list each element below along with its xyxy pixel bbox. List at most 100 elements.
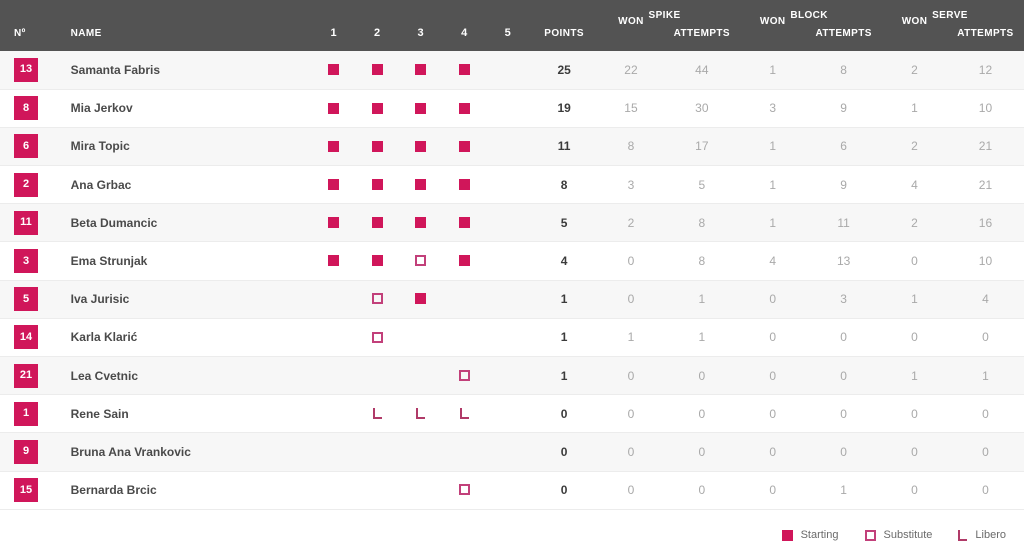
points-cell: 0 [529,394,599,434]
player-name-cell[interactable]: Karla Klarić [50,318,312,358]
player-name-cell[interactable]: Iva Jurisic [50,280,312,319]
spike-attempts-cell: 30 [663,89,741,128]
points-cell: 4 [529,241,599,281]
header-serve-won[interactable]: SERVE WON [882,0,968,51]
player-number-cell: 9 [0,432,51,472]
serve-attempts-cell: 16 [946,203,1024,243]
player-number-badge: 14 [14,325,38,350]
set-3-cell [399,432,443,472]
player-name-cell[interactable]: Ana Grbac [50,165,312,205]
header-serve-attempts[interactable]: ATTEMPTS [957,28,1014,39]
legend-item-starting: Starting [781,529,839,541]
serve-attempts-cell: 0 [946,432,1024,472]
player-name-cell[interactable]: Beta Dumancic [50,203,312,243]
block-attempts-cell: 0 [805,318,883,358]
legend-label-starting: Starting [800,529,839,541]
set-2-cell [355,432,400,472]
header-set-3[interactable]: 3 [417,27,425,39]
starting-marker-icon [458,217,470,229]
table-row[interactable]: 14 Karla Klarić 1 1 1 0 0 0 0 [0,318,1024,358]
set-4-cell [442,89,487,128]
points-cell: 1 [529,280,599,319]
player-number-badge: 8 [14,96,38,121]
starting-marker-icon [415,217,427,229]
set-4-cell [442,432,487,472]
set-4-cell [442,394,487,434]
table-row[interactable]: 3 Ema Strunjak 4 0 8 4 13 0 10 [0,241,1024,281]
block-attempts-cell: 8 [805,51,883,90]
table-row[interactable]: 6 Mira Topic 11 8 17 1 6 2 21 [0,127,1024,167]
set-4-cell [442,318,487,358]
set-5-cell [486,89,530,128]
serve-won-cell: 1 [882,280,947,319]
spike-won-cell: 8 [598,127,664,167]
table-row[interactable]: 1 Rene Sain 0 0 0 0 0 0 0 [0,394,1024,434]
player-name-cell[interactable]: Bruna Ana Vrankovic [50,432,312,472]
table-row[interactable]: 9 Bruna Ana Vrankovic 0 0 0 0 0 0 0 [0,432,1024,472]
player-name-cell[interactable]: Mia Jerkov [50,89,312,128]
player-name-cell[interactable]: Lea Cvetnic [50,356,312,396]
starting-marker-icon [328,255,340,267]
header-set-4[interactable]: 4 [461,27,468,39]
set-3-cell [399,471,443,510]
player-name-cell[interactable]: Samanta Fabris [50,51,312,90]
spike-won-cell: 0 [598,280,664,319]
header-block-attempts[interactable]: ATTEMPTS [815,28,872,39]
block-won-cell: 0 [740,280,806,319]
substitute-marker-icon [371,331,383,343]
player-name-cell[interactable]: Bernarda Brcic [50,471,312,510]
set-1-cell [311,241,356,281]
set-1-cell [311,318,356,358]
starting-marker-icon [458,64,470,76]
header-set-5[interactable]: 5 [504,27,512,39]
legend: Starting Substitute Libero [781,529,1006,541]
points-cell: 5 [529,203,599,243]
set-2-cell [355,165,400,205]
set-3-cell [399,280,443,319]
header-block-won[interactable]: BLOCK WON [740,0,828,51]
serve-attempts-cell: 21 [946,165,1024,205]
header-set-2[interactable]: 2 [374,27,381,39]
set-4-cell [442,203,487,243]
table-row[interactable]: 8 Mia Jerkov 19 15 30 3 9 1 10 [0,89,1024,128]
player-name-cell[interactable]: Ema Strunjak [50,241,312,281]
block-attempts-cell: 6 [805,127,883,167]
table-body: 13 Samanta Fabris 25 22 44 1 8 2 12 8 Mia Jerkov 19… [0,51,1024,510]
player-number-cell: 13 [0,51,51,90]
starting-marker-icon [415,178,427,190]
spike-attempts-cell: 0 [663,471,741,510]
table-row[interactable]: 2 Ana Grbac 8 3 5 1 9 4 21 [0,165,1024,205]
player-name-cell[interactable]: Rene Sain [50,394,312,434]
starting-marker-icon [371,64,383,76]
set-2-cell [355,356,400,396]
set-3-cell [399,127,443,167]
table-row[interactable]: 5 Iva Jurisic 1 0 1 0 3 1 4 [0,280,1024,319]
header-set-1[interactable]: 1 [330,27,337,39]
block-won-cell: 0 [740,432,806,472]
serve-won-cell: 0 [882,241,947,281]
header-points[interactable]: POINTS [544,28,584,39]
player-number-cell: 11 [0,203,51,243]
points-cell: 0 [529,471,599,510]
block-won-cell: 0 [740,471,806,510]
player-name-cell[interactable]: Mira Topic [50,127,312,167]
spike-attempts-cell: 1 [663,318,741,358]
player-number-cell: 15 [0,471,51,510]
set-4-cell [442,241,487,281]
table-row[interactable]: 13 Samanta Fabris 25 22 44 1 8 2 12 [0,51,1024,90]
header-spike-won[interactable]: SPIKE WON [599,0,680,51]
serve-attempts-cell: 10 [946,89,1024,128]
table-row[interactable]: 15 Bernarda Brcic 0 0 0 0 1 0 0 [0,471,1024,510]
set-1-cell [311,203,356,243]
spike-attempts-cell: 44 [663,51,741,90]
set-2-cell [355,241,400,281]
table-row[interactable]: 11 Beta Dumancic 5 2 8 1 11 2 16 [0,203,1024,243]
player-number-badge: 11 [14,210,38,235]
block-won-cell: 0 [740,318,806,358]
table-row[interactable]: 21 Lea Cvetnic 1 0 0 0 0 1 1 [0,356,1024,396]
header-group-block: BLOCK [790,10,828,21]
header-spike-attempts[interactable]: ATTEMPTS [673,28,731,39]
starting-marker-icon [458,102,470,114]
set-3-cell [399,165,443,205]
set-5-cell [486,394,530,434]
